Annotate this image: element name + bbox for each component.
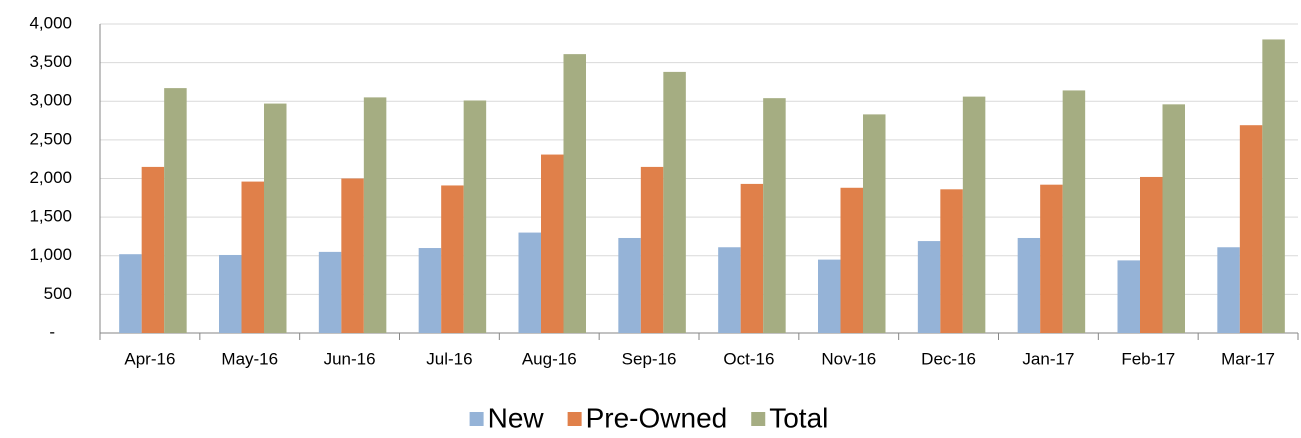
y-tick-label: 2,000 bbox=[29, 168, 72, 187]
bar bbox=[640, 166, 664, 333]
bar bbox=[1217, 247, 1240, 333]
y-tick-label: 500 bbox=[44, 284, 72, 303]
bar bbox=[264, 103, 287, 333]
bar bbox=[563, 54, 586, 333]
bar bbox=[418, 248, 442, 333]
bar bbox=[541, 154, 564, 333]
bar bbox=[917, 241, 941, 333]
y-tick-label: 2,500 bbox=[29, 129, 72, 148]
bar bbox=[441, 185, 464, 333]
x-tick-label: Apr-16 bbox=[124, 349, 175, 368]
bar bbox=[1262, 39, 1285, 333]
x-tick-label: Mar-17 bbox=[1221, 349, 1275, 368]
bar bbox=[164, 88, 187, 334]
y-tick-label: 3,500 bbox=[29, 52, 72, 71]
legend-label: New bbox=[488, 402, 545, 433]
bar bbox=[818, 259, 841, 333]
bar bbox=[618, 237, 641, 333]
legend-label: Pre-Owned bbox=[586, 402, 728, 433]
legend-swatch bbox=[469, 412, 484, 426]
bar bbox=[463, 100, 487, 333]
bar bbox=[1017, 237, 1041, 333]
bar bbox=[940, 189, 963, 333]
bar bbox=[1239, 125, 1263, 333]
bar bbox=[219, 254, 242, 333]
x-tick-label: Jul-16 bbox=[426, 349, 472, 368]
bar bbox=[663, 71, 686, 334]
bar bbox=[1117, 260, 1140, 333]
bar bbox=[341, 178, 364, 333]
x-tick-label: Nov-16 bbox=[821, 349, 876, 368]
bar bbox=[840, 187, 863, 333]
y-tick-label: 3,000 bbox=[29, 91, 72, 110]
bar bbox=[1040, 184, 1063, 333]
bar bbox=[1062, 90, 1086, 333]
bar bbox=[740, 183, 764, 333]
x-tick-label: Jun-16 bbox=[324, 349, 376, 368]
x-tick-label: Feb-17 bbox=[1121, 349, 1175, 368]
x-tick-label: Sep-16 bbox=[622, 349, 677, 368]
bar bbox=[1162, 104, 1185, 333]
bar bbox=[141, 166, 165, 333]
x-tick-label: May-16 bbox=[221, 349, 278, 368]
legend-swatch bbox=[751, 412, 766, 426]
bar bbox=[763, 98, 786, 333]
bar bbox=[119, 254, 142, 333]
bar bbox=[863, 114, 886, 333]
bar bbox=[363, 97, 387, 333]
x-tick-label: Jan-17 bbox=[1022, 349, 1074, 368]
x-tick-label: Aug-16 bbox=[522, 349, 577, 368]
y-tick-label: 4,000 bbox=[29, 13, 72, 32]
y-tick-label: 1,500 bbox=[29, 207, 72, 226]
bar bbox=[318, 251, 342, 333]
x-tick-label: Dec-16 bbox=[921, 349, 976, 368]
bar bbox=[718, 247, 741, 333]
bar bbox=[518, 232, 541, 333]
y-tick-label: 1,000 bbox=[29, 245, 72, 264]
legend-label: Total bbox=[769, 402, 828, 433]
bar bbox=[241, 181, 264, 333]
legend-swatch bbox=[567, 412, 582, 426]
bar bbox=[1140, 176, 1163, 333]
bar bbox=[962, 96, 986, 334]
y-tick-label: - bbox=[49, 322, 55, 341]
x-tick-label: Oct-16 bbox=[723, 349, 774, 368]
